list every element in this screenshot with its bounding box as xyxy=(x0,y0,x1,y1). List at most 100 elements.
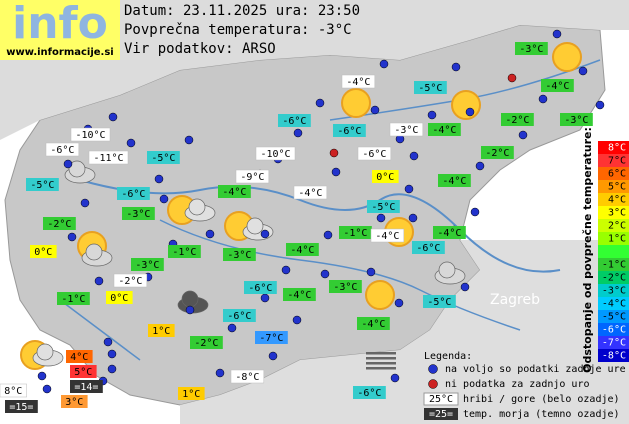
station-label-bg xyxy=(168,245,201,258)
station-label-bg xyxy=(255,331,288,344)
station-dot xyxy=(376,213,386,223)
station-dot xyxy=(227,323,237,333)
station-temperature: -6°C xyxy=(416,243,440,254)
scale-label: 3°C xyxy=(608,208,626,219)
brand: info xyxy=(12,0,108,49)
station-dot xyxy=(427,110,437,120)
station-dot xyxy=(281,265,291,275)
cloud-icon xyxy=(188,198,206,216)
station-dot xyxy=(126,138,136,148)
scale-swatch xyxy=(598,349,629,362)
station-temperature: -3°C xyxy=(333,282,357,293)
scale-swatch xyxy=(598,232,629,245)
station-label-bg xyxy=(70,127,111,142)
station-temperature: -3°C xyxy=(564,115,588,126)
station-label-bg xyxy=(293,185,328,200)
station-dot xyxy=(315,98,325,108)
station-label-bg xyxy=(223,248,256,261)
station-label-bg xyxy=(414,81,447,94)
scale-swatch xyxy=(598,310,629,323)
scale-swatch xyxy=(598,284,629,297)
station-temperature: -3°C xyxy=(135,260,159,271)
fog-icon xyxy=(366,352,396,355)
river xyxy=(79,179,561,273)
station-label-bg xyxy=(106,291,133,304)
station-temperature: -4°C xyxy=(375,231,399,242)
station-dot xyxy=(470,207,480,217)
scale-label: 8°C xyxy=(608,143,626,154)
station-label-bg xyxy=(501,113,534,126)
station-dot xyxy=(268,351,278,361)
station-temperature: 1°C xyxy=(182,389,200,400)
station-temperature: -2°C xyxy=(47,219,71,230)
station-label-bg xyxy=(5,400,38,413)
scale-swatch xyxy=(598,154,629,167)
scale-label: -6°C xyxy=(602,325,626,336)
station-label-bg xyxy=(235,169,270,184)
city-watermark: Zagreb xyxy=(490,292,540,308)
station-dot xyxy=(67,232,77,242)
station-temperature: -4°C xyxy=(442,176,466,187)
scale-swatch xyxy=(598,141,629,154)
station-temperature: 8°C xyxy=(4,386,22,397)
scale-label: 4°C xyxy=(608,195,626,206)
station-label-bg xyxy=(131,258,164,271)
station-temperature: -2°C xyxy=(194,338,218,349)
station-label-bg xyxy=(255,146,296,161)
legend-hill-box xyxy=(423,392,459,406)
station-label-bg xyxy=(70,380,103,393)
brand-url: www.informacije.si xyxy=(6,47,114,58)
station-dot xyxy=(260,293,270,303)
sun-icon xyxy=(341,88,371,118)
station-dot xyxy=(320,269,330,279)
legend-missing-dot xyxy=(428,379,438,389)
station-temperature: -3°C xyxy=(126,209,150,220)
station-dot xyxy=(103,337,113,347)
station-dot xyxy=(63,159,73,169)
scale-label: 5°C xyxy=(608,182,626,193)
river xyxy=(159,219,521,331)
scale-swatch xyxy=(598,180,629,193)
station-dot xyxy=(366,267,376,277)
station-temperature: -6°C xyxy=(357,388,381,399)
station-dot xyxy=(538,94,548,104)
station-temperature: -6°C xyxy=(337,126,361,137)
scale-label: -1°C xyxy=(602,260,626,271)
station-temperature: 4°C xyxy=(70,352,88,363)
station-dot xyxy=(552,29,562,39)
station-temperature: -1°C xyxy=(61,294,85,305)
station-label-bg xyxy=(353,386,386,399)
station-temperature: 5°C xyxy=(74,367,92,378)
station-dot xyxy=(409,151,419,161)
station-temperature: -2°C xyxy=(118,276,142,287)
brand-box xyxy=(0,0,120,60)
station-label-bg xyxy=(43,217,76,230)
station-label-bg xyxy=(357,317,390,330)
station-temperature: -6°C xyxy=(50,145,74,156)
scale-label: 7°C xyxy=(608,156,626,167)
station-temperature: -5°C xyxy=(371,202,395,213)
station-temperature: -2°C xyxy=(485,148,509,159)
station-label-bg xyxy=(283,288,316,301)
scale-label: -5°C xyxy=(602,312,626,323)
station-temperature: -10°C xyxy=(75,130,105,141)
station-temperature: -6°C xyxy=(282,116,306,127)
cloud-icon xyxy=(68,160,86,178)
neighbor-area xyxy=(0,0,629,140)
station-dot xyxy=(260,229,270,239)
legend-sea: temp. morja (temno ozadje) xyxy=(463,409,620,420)
station-temperature: -6°C xyxy=(248,283,272,294)
scale-swatch xyxy=(598,167,629,180)
station-dot xyxy=(94,276,104,286)
station-temperature: -1°C xyxy=(343,228,367,239)
station-temperature: -5°C xyxy=(418,83,442,94)
station-temperature: -4°C xyxy=(290,245,314,256)
station-label-bg xyxy=(423,295,456,308)
station-dot xyxy=(107,364,117,374)
station-label-bg xyxy=(70,365,97,378)
station-label-bg xyxy=(438,174,471,187)
station-dot xyxy=(370,105,380,115)
station-label-bg xyxy=(333,124,366,137)
legend-available: na voljo so podatki zadnje ure xyxy=(445,364,626,375)
